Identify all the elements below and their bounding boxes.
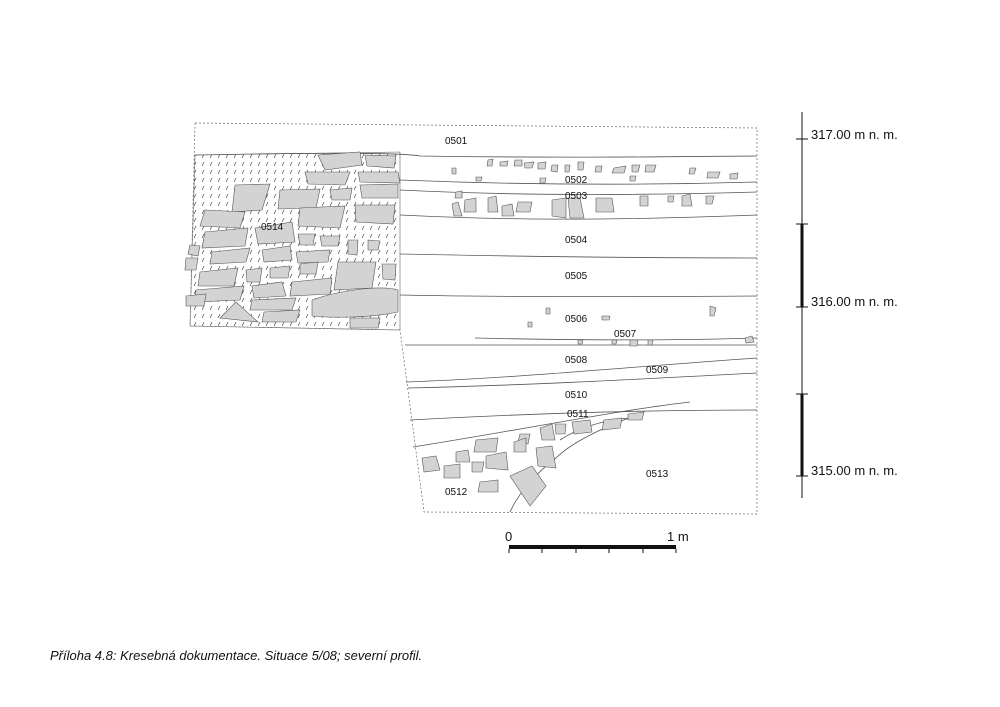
scale-bar: 0 1 m	[505, 529, 689, 553]
layer-label-0501: 0501	[445, 136, 468, 147]
stones-0506-0507	[527, 305, 755, 347]
stones-0502-0503	[451, 158, 739, 219]
layer-label-0504: 0504	[565, 235, 588, 246]
profile-outline	[189, 122, 758, 515]
layer-labels: 0501 0502 0503 0504 0505 0506 0507 0508 …	[261, 136, 669, 498]
elevation-label-317: 317.00 m n. m.	[811, 127, 898, 142]
layer-label-0513: 0513	[646, 469, 669, 480]
scale-end-label: 1 m	[667, 529, 689, 544]
layer-label-0511: 0511	[567, 409, 589, 420]
layer-boundaries	[194, 152, 758, 513]
elevation-axis: 317.00 m n. m. 316.00 m n. m. 315.00 m n…	[796, 112, 898, 498]
scale-start-label: 0	[505, 529, 512, 544]
layer-label-0505: 0505	[565, 271, 588, 282]
stones-0514	[184, 151, 401, 329]
layer-label-0502: 0502	[565, 175, 588, 186]
layer-label-0510: 0510	[565, 390, 588, 401]
layer-label-0503: 0503	[565, 191, 588, 202]
layer-label-0509: 0509	[646, 365, 669, 376]
layer-label-0508: 0508	[565, 355, 588, 366]
layer-label-0514: 0514	[261, 222, 284, 233]
layer-label-0506: 0506	[565, 314, 588, 325]
figure-caption: Příloha 4.8: Kresebná dokumentace. Situa…	[50, 648, 423, 663]
layer-label-0512: 0512	[445, 487, 468, 498]
elevation-label-315: 315.00 m n. m.	[811, 463, 898, 478]
layer-label-0507: 0507	[614, 329, 637, 340]
stones-0511-0512	[421, 411, 645, 507]
elevation-label-316: 316.00 m n. m.	[811, 294, 898, 309]
